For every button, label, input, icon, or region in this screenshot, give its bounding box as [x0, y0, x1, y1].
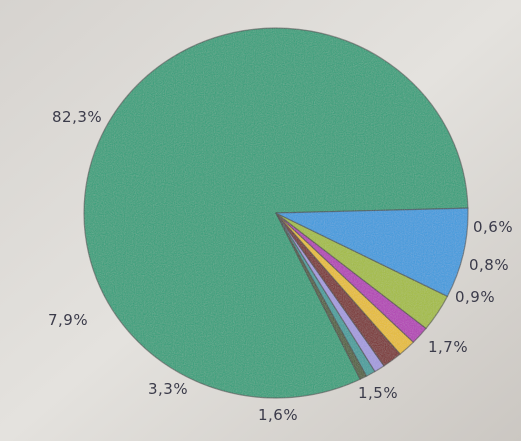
- slice-label-4: 0,9%: [455, 288, 495, 306]
- slice-label-2: 0,6%: [473, 218, 513, 236]
- slice-label-8: 3,3%: [148, 380, 188, 398]
- slice-label-1: 82,3%: [52, 108, 102, 126]
- slice-label-3: 0,8%: [469, 256, 509, 274]
- pie-labels: 82,3% 0,6% 0,8% 0,9% 1,7% 1,5% 1,6% 3,3% 7,9%: [48, 108, 513, 424]
- slice-label-5: 1,7%: [428, 338, 468, 356]
- pie-slices: [83, 27, 469, 399]
- slice-label-7: 1,6%: [258, 406, 298, 424]
- slice-label-6: 1,5%: [358, 384, 398, 402]
- slice-label-9: 7,9%: [48, 311, 88, 329]
- pie-slice-9: [275, 207, 469, 298]
